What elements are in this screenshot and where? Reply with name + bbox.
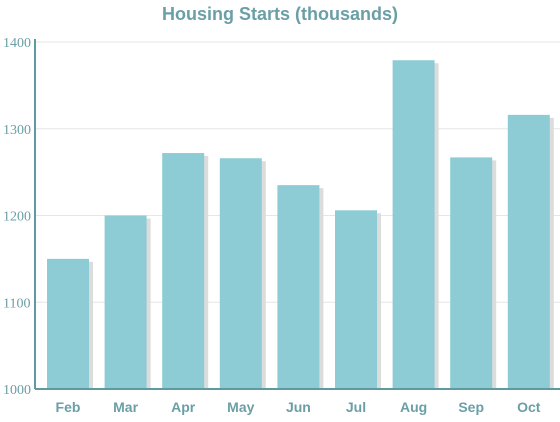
bar-feb — [47, 258, 89, 389]
y-tick-label: 1300 — [3, 123, 31, 138]
y-tick-label: 1200 — [3, 210, 31, 225]
y-tick-label: 1000 — [3, 383, 31, 398]
x-tick-label: Mar — [113, 399, 138, 415]
x-tick-label: Sep — [458, 399, 484, 415]
x-tick-label: Feb — [56, 399, 81, 415]
bar-jul — [335, 210, 377, 389]
bar-jun — [277, 185, 320, 389]
bar-apr — [162, 153, 205, 389]
x-tick-label: Apr — [171, 399, 196, 415]
bar-sep — [450, 157, 493, 389]
x-tick-label: Jul — [346, 399, 366, 415]
bar-oct — [507, 114, 550, 390]
x-tick-label: Oct — [517, 399, 541, 415]
y-tick-label: 1400 — [3, 36, 31, 51]
x-tick-label: Aug — [400, 399, 427, 415]
x-tick-label: Jun — [286, 399, 311, 415]
bar-mar — [104, 215, 147, 389]
chart-title: Housing Starts (thousands) — [161, 4, 398, 24]
bar-aug — [392, 60, 435, 389]
x-tick-label: May — [227, 399, 254, 415]
bar-may — [219, 158, 262, 389]
y-tick-label: 1100 — [3, 296, 30, 311]
